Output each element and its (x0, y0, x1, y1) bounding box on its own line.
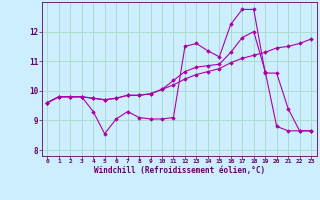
X-axis label: Windchill (Refroidissement éolien,°C): Windchill (Refroidissement éolien,°C) (94, 166, 265, 175)
